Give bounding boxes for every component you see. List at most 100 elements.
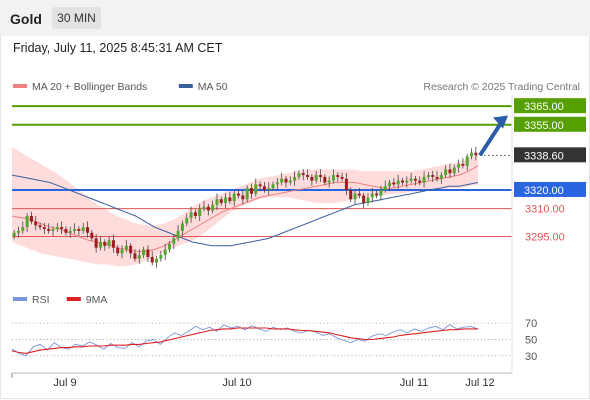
level-3295-00-label: 3295.00	[525, 231, 565, 243]
candle-body	[124, 245, 128, 250]
candle-body	[120, 249, 124, 254]
candle-body	[301, 173, 305, 176]
rsi-tick-50: 50	[525, 334, 537, 346]
candle-body	[176, 230, 180, 239]
candle-body	[310, 176, 314, 181]
candle-body	[64, 229, 68, 233]
candle-body	[409, 178, 413, 181]
candle-body	[189, 212, 193, 218]
candle-body	[38, 225, 42, 228]
candle-body	[237, 193, 241, 196]
candle-body	[34, 221, 38, 226]
candle-body	[439, 175, 443, 179]
rsi-tick-30: 30	[525, 351, 537, 363]
candle-body	[392, 182, 396, 185]
candle-body	[42, 227, 46, 230]
candle-body	[77, 229, 81, 231]
timeframe-button[interactable]: 30 MIN	[52, 7, 101, 29]
candle-body	[297, 173, 301, 177]
ma50-line	[11, 174, 479, 247]
candle-body	[25, 216, 29, 228]
candle-body	[435, 176, 439, 179]
candle-body	[388, 182, 392, 187]
candle-body	[202, 206, 206, 209]
level-3355-00-label: 3355.00	[524, 120, 564, 132]
rsi-legend-label-0: RSI	[32, 294, 50, 306]
candle-body	[81, 227, 85, 231]
candle-body	[323, 176, 327, 183]
candle-body	[249, 188, 253, 194]
candle-body	[353, 193, 357, 200]
candle-body	[159, 255, 163, 259]
candle-body	[245, 188, 249, 200]
candle-body	[103, 242, 107, 246]
candle-body	[163, 249, 167, 256]
candle-body	[228, 197, 232, 202]
candle-body	[284, 178, 288, 183]
candle-body	[219, 199, 223, 203]
candle-body	[172, 238, 176, 244]
level-3365-00-label: 3365.00	[524, 101, 564, 113]
candle-body	[422, 176, 426, 183]
candle-body	[275, 182, 279, 185]
candle-body	[68, 230, 72, 233]
x-tick-jul-10: Jul 10	[222, 377, 251, 389]
candle-body	[452, 167, 456, 174]
candle-body	[215, 199, 219, 205]
candle-body	[98, 242, 102, 248]
candle-body	[258, 184, 262, 187]
rsi-legend-label-1: 9MA	[86, 294, 108, 306]
candle-body	[318, 175, 323, 177]
top-bar: Gold 30 MIN	[0, 0, 590, 36]
candle-body	[90, 232, 94, 239]
level-3320-00-label: 3320.00	[524, 185, 564, 197]
level-3365-00-badge	[514, 98, 586, 114]
candle-body	[271, 184, 275, 189]
rsi-tick-70: 70	[525, 318, 537, 330]
candle-body	[413, 178, 417, 181]
candle-body	[224, 197, 228, 203]
candle-body	[16, 230, 20, 233]
legend-label-0: MA 20 + Bollinger Bands	[32, 81, 147, 93]
candle-body	[94, 238, 98, 248]
candle-body	[267, 188, 271, 190]
rsi-legend-swatch-1	[66, 297, 81, 301]
candle-body	[198, 208, 202, 217]
timestamp: Friday, July 11, 2025 8:45:31 AM CET	[13, 41, 223, 55]
legend-swatch-1	[178, 84, 193, 88]
level-3338-60-badge	[514, 147, 586, 163]
candle-body	[288, 180, 292, 183]
candle-body	[340, 176, 344, 179]
candle-body	[137, 255, 141, 259]
candle-body	[254, 184, 258, 194]
candle-body	[431, 175, 435, 177]
candle-body	[336, 175, 340, 177]
legend-label-1: MA 50	[198, 81, 228, 93]
rsi-legend-swatch-0	[13, 297, 27, 301]
candle-body	[357, 193, 361, 196]
candle-body	[51, 229, 55, 231]
level-3338-60-label: 3338.60	[524, 150, 564, 162]
candle-body	[185, 217, 189, 224]
candle-body	[314, 175, 318, 181]
candle-body	[262, 186, 266, 190]
source-label: Research © 2025 Trading Central	[423, 81, 580, 93]
level-3355-00-badge	[514, 116, 586, 132]
candle-body	[241, 195, 245, 200]
legend-swatch-0	[13, 84, 27, 88]
level-3310-00-label: 3310.00	[525, 204, 565, 216]
candle-body	[400, 180, 405, 183]
candle-body	[232, 193, 236, 202]
candle-body	[107, 240, 111, 246]
candle-body	[47, 229, 51, 231]
candle-body	[111, 240, 115, 248]
candle-body	[426, 175, 430, 177]
candle-body	[362, 195, 366, 203]
candle-body	[457, 163, 461, 168]
candle-body	[129, 245, 133, 254]
candle-body	[379, 189, 383, 196]
x-tick-jul-11: Jul 11	[400, 377, 429, 389]
instrument-title: Gold	[10, 11, 42, 27]
candle-body	[327, 180, 331, 183]
